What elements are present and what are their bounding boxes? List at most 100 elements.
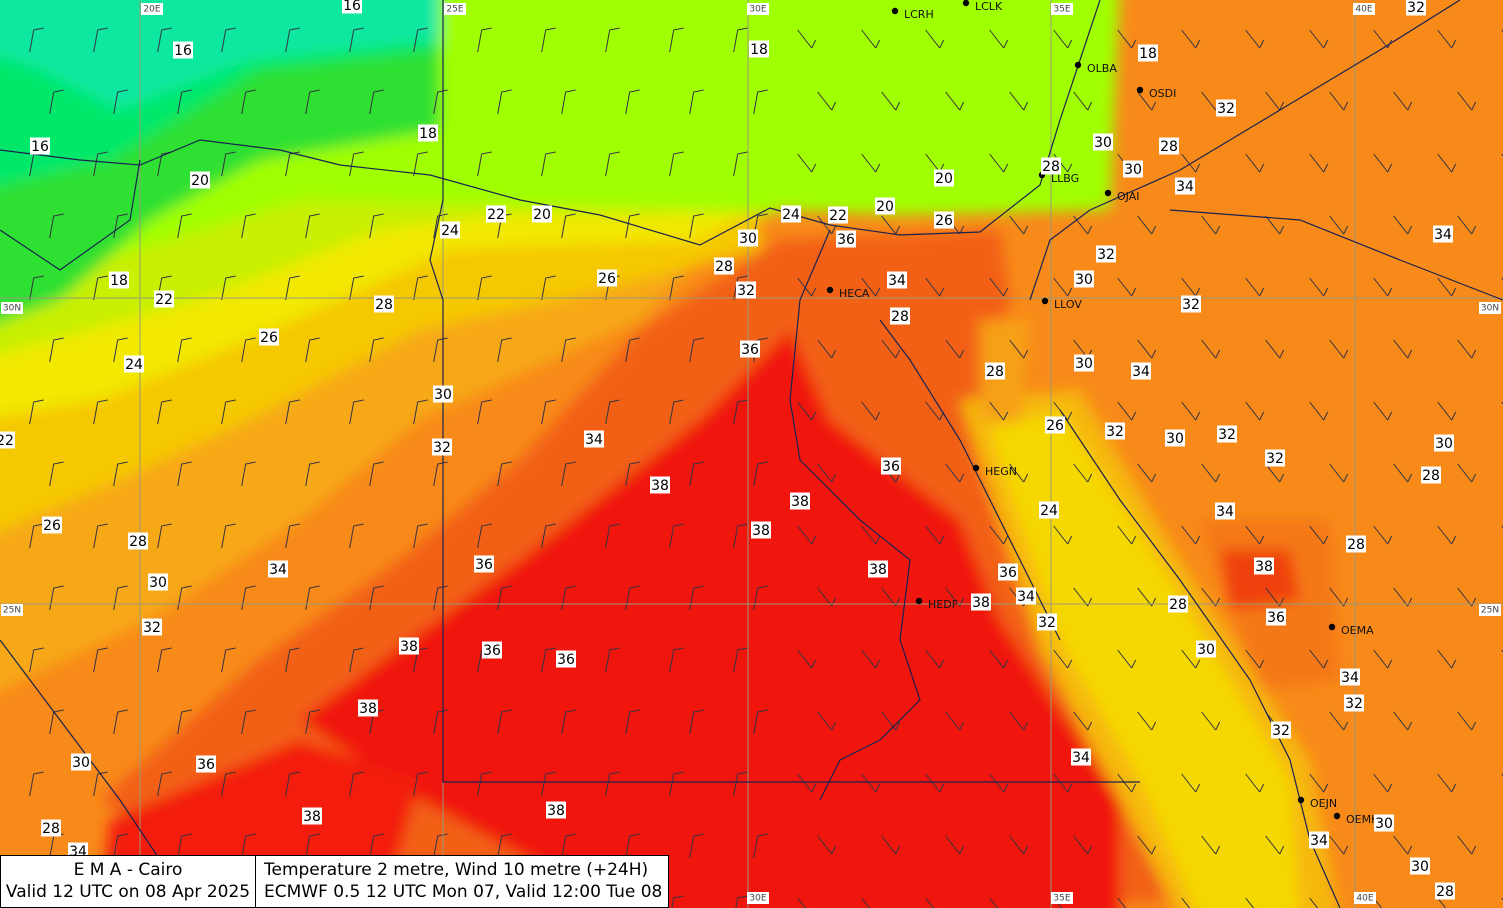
wind-barb bbox=[1309, 29, 1329, 49]
wind-barb bbox=[925, 277, 945, 297]
wind-barb bbox=[305, 461, 320, 487]
wind-barb bbox=[861, 277, 881, 297]
wind-barb bbox=[753, 89, 768, 115]
label-box bbox=[128, 532, 148, 550]
wind-barb bbox=[733, 399, 748, 425]
grid-label: 40E bbox=[1355, 5, 1372, 15]
wind-barb bbox=[93, 399, 108, 425]
wind-barb bbox=[605, 151, 620, 177]
wind-barb bbox=[1309, 277, 1329, 297]
temperature-label: 34 bbox=[1216, 504, 1234, 520]
wind-barb bbox=[413, 523, 428, 549]
label-box bbox=[1045, 416, 1065, 434]
wind-barb bbox=[49, 337, 64, 363]
label-box bbox=[358, 699, 378, 717]
wind-barb bbox=[797, 153, 817, 173]
wind-barb bbox=[369, 337, 384, 363]
wind-barb bbox=[1309, 153, 1329, 173]
wind-barb bbox=[1117, 897, 1136, 908]
wind-barb bbox=[561, 585, 576, 611]
wind-barb bbox=[1181, 153, 1201, 173]
wind-barb bbox=[561, 213, 576, 239]
label-box bbox=[971, 593, 991, 611]
wind-barb bbox=[881, 91, 901, 111]
wind-barb bbox=[93, 647, 108, 673]
temperature-label: 38 bbox=[303, 809, 321, 825]
wind-barb bbox=[285, 399, 300, 425]
wind-barb bbox=[1181, 525, 1201, 545]
label-box bbox=[1433, 225, 1453, 243]
wind-barb bbox=[861, 897, 880, 908]
wind-barb bbox=[1373, 401, 1393, 421]
grid-label: 25N bbox=[3, 606, 21, 616]
temperature-label: 30 bbox=[1166, 431, 1184, 447]
temperature-label: 20 bbox=[191, 173, 209, 189]
border bbox=[1169, 209, 1503, 301]
label-box bbox=[714, 257, 734, 275]
wind-barb bbox=[735, 895, 748, 908]
wind-barb bbox=[881, 339, 901, 359]
wind-barb bbox=[113, 337, 128, 363]
wind-barb bbox=[733, 523, 748, 549]
wind-barb bbox=[1009, 835, 1029, 855]
wind-barb bbox=[241, 337, 256, 363]
wind-barb bbox=[1457, 339, 1477, 359]
wind-barb bbox=[669, 399, 684, 425]
station-label: OEMK bbox=[1346, 813, 1379, 826]
wind-barb bbox=[113, 833, 128, 859]
footer-text: ECMWF 0.5 12 UTC Mon 07, Valid 12:00 Tue… bbox=[264, 882, 662, 902]
wind-barb bbox=[221, 151, 236, 177]
wind-barb bbox=[817, 339, 837, 359]
temperature-label: 34 bbox=[1132, 364, 1150, 380]
label-box bbox=[1175, 177, 1195, 195]
wind-barb bbox=[221, 647, 236, 673]
temperature-label: 30 bbox=[434, 387, 452, 403]
temperature-label: 18 bbox=[419, 126, 437, 142]
wind-barb bbox=[369, 89, 384, 115]
wind-barb bbox=[1181, 897, 1200, 908]
temperature-label: 30 bbox=[1197, 642, 1215, 658]
temperature-label: 20 bbox=[935, 171, 953, 187]
label-box bbox=[1131, 362, 1151, 380]
temperature-label: 32 bbox=[143, 620, 161, 636]
temperature-label: 20 bbox=[876, 199, 894, 215]
wind-barb bbox=[1437, 277, 1457, 297]
temperature-label: 36 bbox=[837, 232, 855, 248]
station-dot bbox=[891, 7, 899, 15]
grid-label: 20E bbox=[143, 5, 160, 15]
wind-barb bbox=[1245, 277, 1265, 297]
wind-barb bbox=[669, 27, 684, 53]
wind-barb bbox=[861, 29, 881, 49]
label-box bbox=[1074, 270, 1094, 288]
wind-barb bbox=[413, 771, 428, 797]
wind-barb bbox=[433, 461, 448, 487]
wind-barb bbox=[925, 525, 945, 545]
wind-barb bbox=[1009, 339, 1029, 359]
temperature-label: 32 bbox=[1182, 297, 1200, 313]
label-box bbox=[985, 362, 1005, 380]
footer-text: Temperature 2 metre, Wind 10 metre (+24H… bbox=[263, 860, 648, 880]
wind-barb bbox=[797, 897, 816, 908]
label-box bbox=[302, 807, 322, 825]
label-box bbox=[142, 618, 162, 636]
wind-barb bbox=[221, 771, 236, 797]
wind-barb bbox=[1373, 773, 1393, 793]
wind-barb bbox=[1393, 587, 1413, 607]
wind-barb bbox=[177, 585, 192, 611]
grid-label: 25E bbox=[446, 5, 463, 15]
station-dot bbox=[1074, 61, 1082, 69]
temperature-label: 28 bbox=[1422, 468, 1440, 484]
temperature-label: 28 bbox=[891, 309, 909, 325]
temperature-label: 38 bbox=[791, 494, 809, 510]
temperature-label: 38 bbox=[752, 523, 770, 539]
label-box bbox=[1479, 604, 1501, 616]
temperature-label: 26 bbox=[43, 518, 61, 534]
label-box bbox=[482, 641, 502, 659]
label-box bbox=[42, 516, 62, 534]
wind-barb bbox=[1309, 773, 1329, 793]
footer-text: Valid 12 UTC on 08 Apr 2025 bbox=[6, 882, 250, 902]
wind-barb bbox=[797, 773, 817, 793]
temperature-label: 30 bbox=[1124, 162, 1142, 178]
station-label: LLOV bbox=[1054, 298, 1082, 311]
